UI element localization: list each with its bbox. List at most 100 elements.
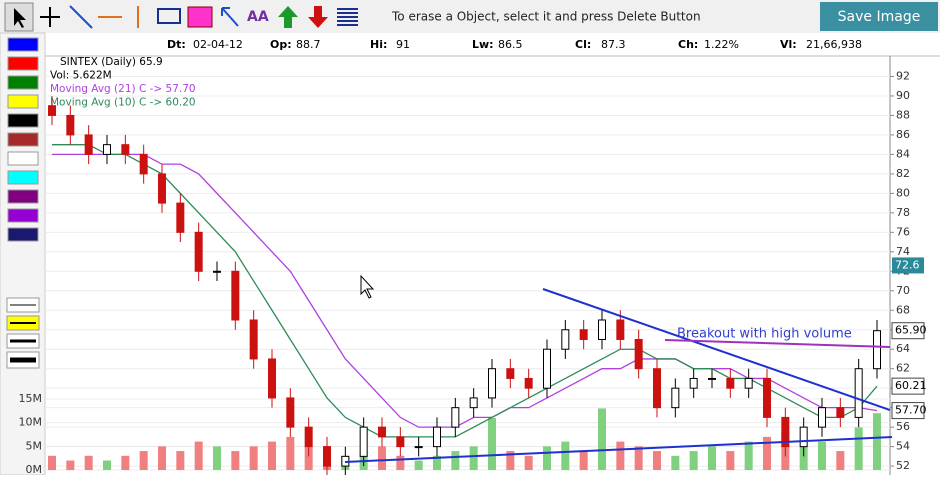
candle-body <box>744 377 753 389</box>
candle-body <box>286 397 295 428</box>
candle-body <box>84 134 93 155</box>
save-button[interactable] <box>820 2 938 31</box>
volume-bar <box>543 446 551 470</box>
tool-fib[interactable] <box>187 6 213 28</box>
tool-lines[interactable] <box>337 8 358 26</box>
volume-bar <box>451 451 460 470</box>
price-badge <box>891 377 925 395</box>
candle-body <box>213 270 221 273</box>
tool-arrow[interactable] <box>221 7 239 27</box>
candle-body <box>561 329 570 350</box>
volume-bar <box>598 408 606 470</box>
swatch[interactable] <box>7 113 39 128</box>
legend-entry: SINTEX (Daily) 65.9 <box>60 56 163 68</box>
info-value: 1.22% <box>704 38 739 51</box>
volume-bar <box>249 446 258 470</box>
candle-body <box>598 319 606 340</box>
swatch[interactable] <box>7 37 39 52</box>
swatch[interactable] <box>7 75 39 90</box>
trendline[interactable] <box>542 288 891 411</box>
y-tick-label: 74 <box>896 245 910 258</box>
volume-bar <box>579 451 588 470</box>
swatch[interactable] <box>7 94 39 109</box>
volume-bar <box>561 441 570 470</box>
tool-trendline[interactable] <box>69 5 93 29</box>
candle-body <box>121 144 130 155</box>
swatch[interactable] <box>7 151 39 166</box>
swatch[interactable] <box>7 189 39 204</box>
info-label: Vl: <box>780 38 797 51</box>
y-tick-label: 52 <box>896 459 910 472</box>
tool-text[interactable]: AA <box>247 9 269 25</box>
tool-rect[interactable] <box>157 8 181 24</box>
info-label: Hi: <box>370 38 387 51</box>
tool-move[interactable] <box>40 7 60 27</box>
y-tick-label: 86 <box>896 128 910 141</box>
y-tick-label: 70 <box>896 284 910 297</box>
volume-tick-label: 10M <box>19 416 43 429</box>
candle-body <box>543 348 551 389</box>
swatch[interactable] <box>7 56 39 71</box>
price-badge <box>891 402 925 420</box>
candle-body <box>48 105 56 116</box>
volume-bar <box>469 446 478 470</box>
volume-bar <box>689 451 698 470</box>
candle-body <box>359 426 368 457</box>
swatch[interactable] <box>7 132 39 147</box>
volume-bar <box>139 451 148 470</box>
candle-body <box>836 407 845 418</box>
info-value: 87.3 <box>601 38 626 51</box>
hline[interactable] <box>664 339 891 348</box>
info-bar: Dt: 02-04-12 Op: 88.7 Hi: 91 Lw: 86.5 Cl: 87.3 Ch:… <box>167 38 862 51</box>
volume-tick-label: 5M <box>26 439 43 452</box>
volume-bar <box>158 446 166 470</box>
volume-bar <box>873 413 881 470</box>
tool-up[interactable] <box>278 6 298 28</box>
info-label: Cl: <box>575 38 591 51</box>
candle-body <box>139 153 148 175</box>
volume-bar <box>671 455 680 470</box>
candle-body <box>396 436 405 448</box>
y-tick-label: 90 <box>896 89 910 102</box>
volume-bar <box>653 451 661 470</box>
save-button-label[interactable]: Save Image <box>838 9 921 25</box>
candle-body <box>323 446 331 467</box>
volume-bar <box>176 451 185 470</box>
candle-body <box>451 407 460 428</box>
candle-body <box>158 173 166 204</box>
volume-bar <box>84 455 93 470</box>
toolbar <box>0 0 940 33</box>
tool-down[interactable] <box>308 6 328 28</box>
price-badge <box>892 257 924 274</box>
color-swatches <box>7 37 39 242</box>
volume-bar <box>836 451 845 470</box>
moving-average <box>52 144 878 438</box>
info-label: Lw: <box>472 38 494 51</box>
candle-body <box>176 202 185 233</box>
volume-bar <box>744 441 753 470</box>
info-label: Ch: <box>678 38 698 51</box>
trendline[interactable] <box>344 436 893 463</box>
y-tick-label: 56 <box>896 420 910 433</box>
tool-icons: AA <box>4 2 358 32</box>
volume-bar <box>799 446 808 470</box>
candle-body <box>524 377 533 389</box>
volume-bar <box>48 455 56 470</box>
candle-body <box>433 426 441 448</box>
legend-entry: Moving Avg (10) C -> 60.20 <box>50 97 196 109</box>
line-widths <box>6 297 40 369</box>
drawn-objects: Breakout with high volume <box>344 288 893 463</box>
icon <box>14 8 26 28</box>
candle-body <box>781 416 790 448</box>
swatch[interactable] <box>7 208 39 223</box>
candle-body <box>414 446 423 449</box>
swatch[interactable] <box>7 170 39 185</box>
candle-body <box>103 144 111 155</box>
volume-bar <box>103 460 111 470</box>
volume-bar <box>818 441 826 470</box>
swatch[interactable] <box>7 227 39 242</box>
y-tick-label: 62 <box>896 362 910 375</box>
candle-body <box>854 368 863 418</box>
candle-body <box>488 368 496 399</box>
